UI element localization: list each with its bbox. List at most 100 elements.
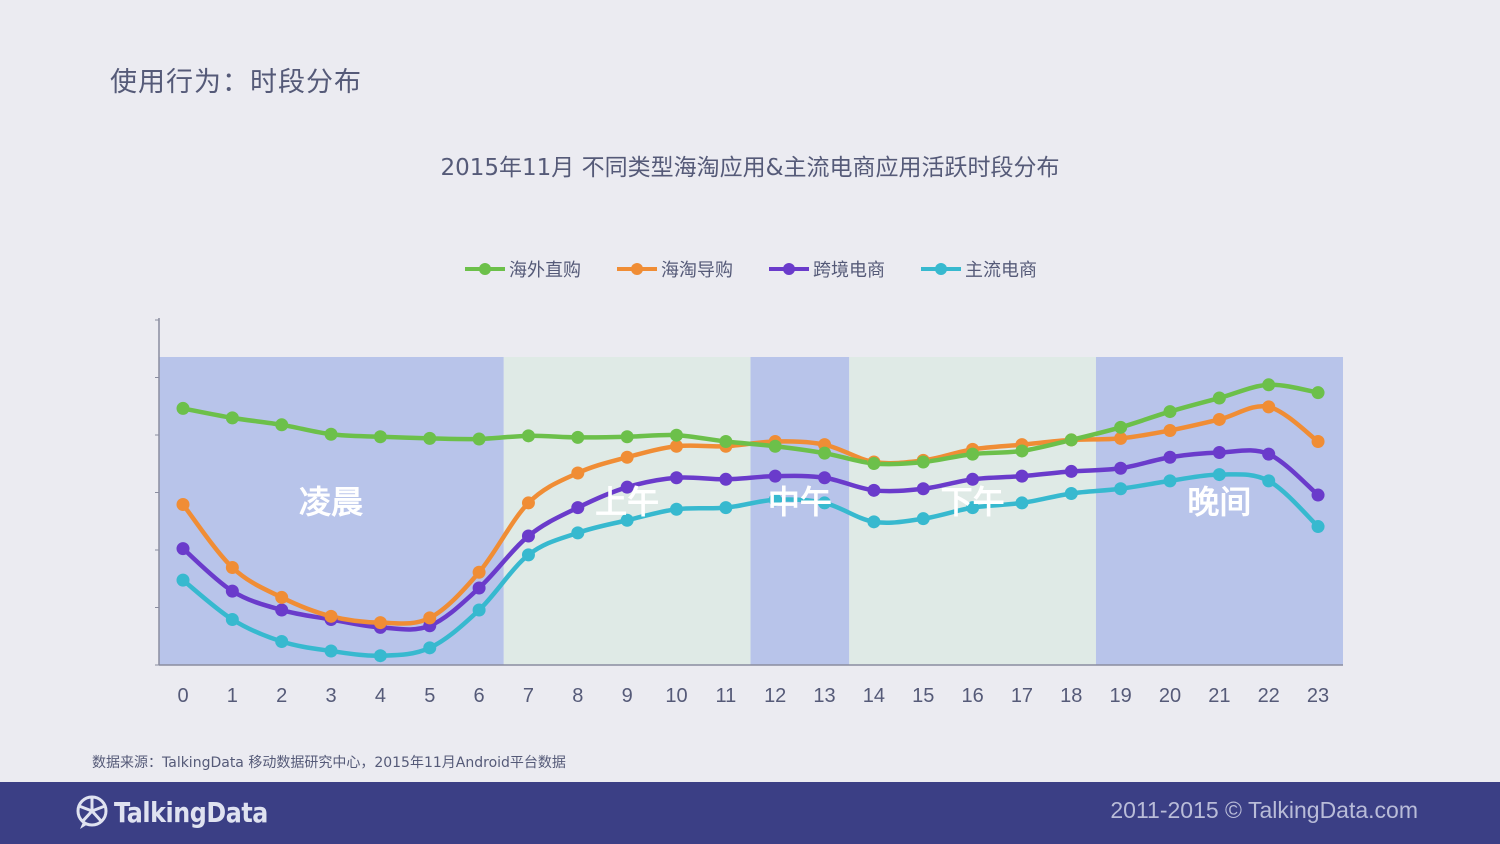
data-point-3 <box>176 573 190 587</box>
data-point-0 <box>571 430 585 444</box>
x-tick-label: 9 <box>622 685 633 707</box>
data-point-0 <box>1015 444 1029 458</box>
data-point-3 <box>1262 474 1276 488</box>
talkingdata-logo-icon <box>76 795 108 829</box>
data-point-2 <box>225 584 239 598</box>
data-point-2 <box>1114 461 1128 475</box>
data-point-2 <box>1163 450 1177 464</box>
data-point-0 <box>225 411 239 425</box>
data-point-2 <box>275 603 289 617</box>
data-point-3 <box>275 635 289 649</box>
x-tick-label: 11 <box>715 685 736 707</box>
legend-marker-icon <box>769 263 809 275</box>
x-tick-label: 2 <box>276 685 287 707</box>
data-point-1 <box>1212 412 1226 426</box>
data-point-2 <box>1015 469 1029 483</box>
data-point-3 <box>1212 468 1226 482</box>
data-point-0 <box>1212 391 1226 405</box>
data-point-0 <box>1114 420 1128 434</box>
period-label: 晚间 <box>1187 483 1251 521</box>
x-tick-label: 14 <box>863 685 885 707</box>
data-point-2 <box>670 471 683 485</box>
data-point-3 <box>768 493 782 507</box>
legend-item-0[interactable]: 海外直购 <box>463 256 581 282</box>
legend-label: 海外直购 <box>509 260 581 281</box>
x-tick-label: 1 <box>227 685 238 707</box>
data-point-0 <box>670 428 683 442</box>
data-point-1 <box>620 450 634 464</box>
data-point-1 <box>176 498 190 511</box>
x-tick-label: 22 <box>1258 685 1280 707</box>
x-tick-label: 0 <box>177 685 188 707</box>
data-point-1 <box>472 565 486 579</box>
data-point-0 <box>373 430 387 444</box>
data-point-3 <box>423 641 437 655</box>
x-tick-label: 12 <box>764 685 786 707</box>
data-point-2 <box>818 471 832 485</box>
legend-item-3[interactable]: 主流电商 <box>919 256 1037 282</box>
data-point-3 <box>1311 520 1325 534</box>
x-tick-label: 6 <box>474 685 485 707</box>
legend-item-2[interactable]: 跨境电商 <box>767 256 885 282</box>
data-point-1 <box>225 561 239 574</box>
chart-title: 2015年11月 不同类型海淘应用&主流电商应用活跃时段分布 <box>440 155 1060 181</box>
data-point-2 <box>176 542 190 556</box>
legend-item-1[interactable]: 海淘导购 <box>615 256 733 282</box>
line-chart: 0 1 2 3 4 5 6 7 8 9 10 11 12 13 14 15 16 17 18 19 20 21 22 23凌晨… <box>155 318 1343 707</box>
data-point-2 <box>1311 488 1325 502</box>
data-point-0 <box>275 418 289 432</box>
data-point-3 <box>818 496 832 510</box>
x-tick-label: 18 <box>1060 685 1082 707</box>
data-point-3 <box>1114 482 1128 496</box>
legend-marker-icon <box>617 263 657 275</box>
x-tick-label: 4 <box>375 685 386 707</box>
data-point-0 <box>521 429 535 443</box>
data-point-0 <box>423 431 437 445</box>
data-point-1 <box>670 439 683 453</box>
x-tick-label: 15 <box>912 685 934 707</box>
data-point-3 <box>966 501 980 515</box>
data-point-1 <box>1311 435 1325 448</box>
data-point-2 <box>620 480 634 494</box>
data-point-0 <box>966 447 980 461</box>
brand-name: TalkingData <box>114 795 268 829</box>
x-tick-label: 20 <box>1159 685 1181 707</box>
brand-logo[interactable]: TalkingData <box>74 794 295 830</box>
data-point-1 <box>373 616 387 630</box>
data-point-3 <box>916 512 930 526</box>
data-point-1 <box>1114 431 1128 445</box>
x-tick-label: 23 <box>1307 685 1329 707</box>
period-band <box>750 357 850 665</box>
data-point-3 <box>719 501 733 515</box>
legend-marker-icon <box>921 263 961 275</box>
x-tick-label: 17 <box>1011 685 1033 707</box>
data-point-1 <box>275 590 289 604</box>
x-tick-label: 3 <box>325 685 336 707</box>
data-point-0 <box>1311 386 1325 400</box>
data-point-3 <box>373 649 387 663</box>
legend-label: 主流电商 <box>965 260 1037 281</box>
data-point-2 <box>472 581 486 595</box>
period-label: 上午 <box>595 483 659 521</box>
x-tick-label: 21 <box>1208 685 1230 707</box>
legend-label: 跨境电商 <box>813 260 885 281</box>
data-point-0 <box>176 401 190 415</box>
data-point-2 <box>1212 446 1226 460</box>
data-point-0 <box>719 435 733 448</box>
series-line-2 <box>181 448 1320 632</box>
legend-label: 海淘导购 <box>661 260 733 281</box>
period-label: 凌晨 <box>299 483 363 521</box>
data-point-1 <box>1163 423 1177 437</box>
data-point-2 <box>719 472 733 486</box>
data-point-3 <box>867 515 881 529</box>
data-point-1 <box>1262 400 1276 414</box>
x-tick-label: 19 <box>1110 685 1132 707</box>
data-point-1 <box>324 609 338 623</box>
chart-legend: 海外直购 海淘导购 跨境电商 主流电商 <box>0 256 1500 282</box>
x-tick-label: 5 <box>424 685 435 707</box>
data-point-1 <box>521 496 535 510</box>
data-point-2 <box>966 472 980 486</box>
page-title: 使用行为：时段分布 <box>110 67 362 98</box>
data-point-3 <box>571 526 585 540</box>
data-point-0 <box>1064 433 1078 447</box>
